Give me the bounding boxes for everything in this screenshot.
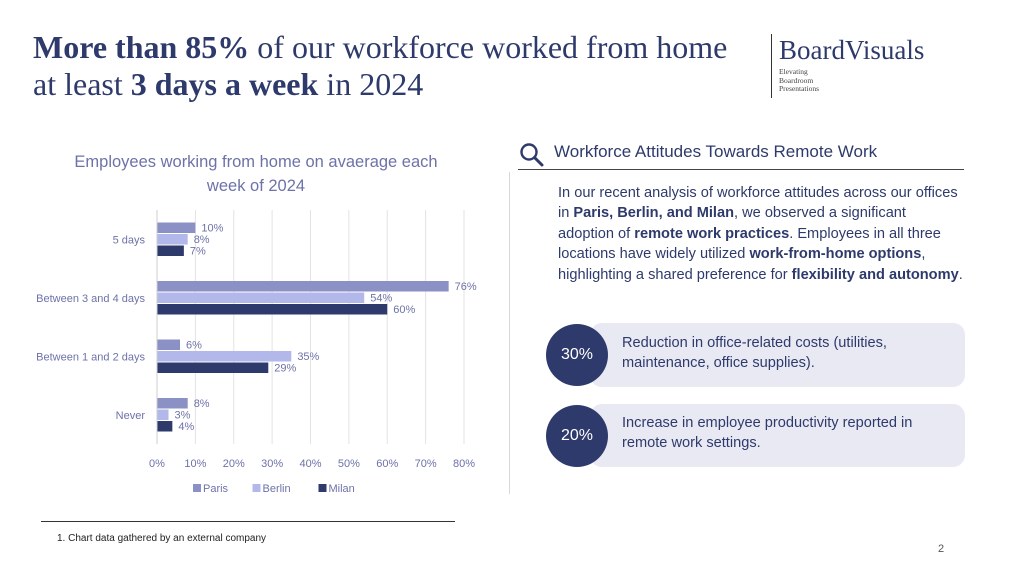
stat-value-badge: 20% xyxy=(546,405,608,467)
bar-berlin xyxy=(157,292,365,303)
category-label: 5 days xyxy=(113,234,146,246)
title-text-2: in 2024 xyxy=(318,66,424,102)
stat-description: Reduction in office-related costs (utili… xyxy=(622,335,887,372)
data-label: 8% xyxy=(194,398,210,410)
bar-chart: 0% 10% 20% 30% 40% 50% 60% 70% 80%5 days10%8%7%B… xyxy=(36,210,477,495)
bar-berlin xyxy=(157,351,292,362)
paragraph-text: . Employees in all three locations have … xyxy=(558,225,941,263)
x-tick-label: 60% xyxy=(376,458,398,470)
section-title: Workforce Attitudes Towards Remote Work xyxy=(554,142,878,161)
chart-title: Employees working from home on avaerage … xyxy=(74,153,438,195)
paragraph-highlight: remote work practices xyxy=(634,225,790,242)
bar-milan xyxy=(157,421,173,432)
paragraph-highlight: work-from-home options xyxy=(749,246,922,263)
title-highlight-1: More than 85% xyxy=(33,29,250,65)
x-tick-label: 20% xyxy=(223,458,245,470)
section-paragraph: In our recent analysis of workforce atti… xyxy=(558,183,964,285)
legend-label: Paris xyxy=(203,483,229,495)
x-tick-label: 80% xyxy=(453,458,475,470)
logo-tagline-line: Elevating xyxy=(779,67,808,76)
paragraph-highlight: flexibility and autonomy xyxy=(791,266,959,283)
bar-milan xyxy=(157,245,184,256)
bar-milan xyxy=(157,304,388,315)
footnote-divider xyxy=(41,521,455,522)
paragraph-highlight: Paris, Berlin, and Milan xyxy=(573,205,734,222)
data-label: 35% xyxy=(297,351,319,363)
bar-berlin xyxy=(157,234,188,245)
brand-logo: BoardVisuals Elevating Boardroom Present… xyxy=(771,34,924,98)
category-label: Never xyxy=(116,410,146,422)
x-tick-label: 0% xyxy=(149,458,165,470)
bar-paris xyxy=(157,339,181,350)
x-tick-label: 70% xyxy=(415,458,437,470)
data-label: 54% xyxy=(370,293,392,305)
category-label: Between 1 and 2 days xyxy=(36,351,145,363)
bar-berlin xyxy=(157,409,169,420)
data-label: 3% xyxy=(175,410,191,422)
legend-swatch-paris xyxy=(193,484,201,492)
title-highlight-2: 3 days a week xyxy=(130,66,319,102)
legend-label: Milan xyxy=(329,483,355,495)
logo-tagline-line: Boardroom xyxy=(779,75,814,85)
paragraph-text: In our recent analysis of workforce atti… xyxy=(558,185,958,222)
paragraph-text: , we observed a significant adoption of xyxy=(558,205,906,242)
title-text-1: of our workforce worked from home at lea… xyxy=(33,29,728,102)
legend-swatch-berlin xyxy=(252,484,261,492)
data-label: 10% xyxy=(201,223,223,235)
stat-value-badge: 30% xyxy=(546,324,608,386)
data-label: 8% xyxy=(194,234,210,246)
data-label: 6% xyxy=(186,340,202,352)
bar-milan xyxy=(157,362,269,373)
legend-swatch-milan xyxy=(318,484,327,492)
page-title: More than 85% of our workforce worked fr… xyxy=(33,29,733,103)
logo-tagline: Elevating Boardroom Presentations xyxy=(779,67,924,94)
stat-card-cost: 30% Reduction in office-related costs (u… xyxy=(546,323,965,387)
x-tick-label: 50% xyxy=(338,458,360,470)
paragraph-text: , highlighting a shared preference for xyxy=(558,246,926,283)
x-tick-label: 10% xyxy=(184,458,206,470)
section-header: Workforce Attitudes Towards Remote Work xyxy=(518,138,964,170)
x-tick-label: 30% xyxy=(261,458,283,470)
bar-paris xyxy=(157,398,188,409)
footnote: 1. Chart data gathered by an external co… xyxy=(57,533,267,544)
page-number: 2 xyxy=(938,543,945,555)
search-icon xyxy=(520,143,544,167)
paragraph-text: . xyxy=(958,266,963,283)
bar-paris xyxy=(157,222,196,233)
x-tick-label: 40% xyxy=(299,458,321,470)
logo-name: BoardVisuals xyxy=(779,35,925,65)
data-label: 60% xyxy=(393,304,415,316)
bar-paris xyxy=(157,281,449,292)
data-label: 76% xyxy=(455,281,477,293)
data-label: 4% xyxy=(178,421,194,433)
logo-tagline-line: Presentations xyxy=(779,84,819,93)
data-label: 7% xyxy=(190,246,206,258)
legend-label: Berlin xyxy=(263,483,291,495)
stat-description: Increase in employee productivity report… xyxy=(622,415,913,452)
data-label: 29% xyxy=(274,363,296,375)
category-label: Between 3 and 4 days xyxy=(36,293,145,305)
stat-card-productivity: 20% Increase in employee productivity re… xyxy=(546,404,965,467)
vertical-divider xyxy=(509,172,510,494)
